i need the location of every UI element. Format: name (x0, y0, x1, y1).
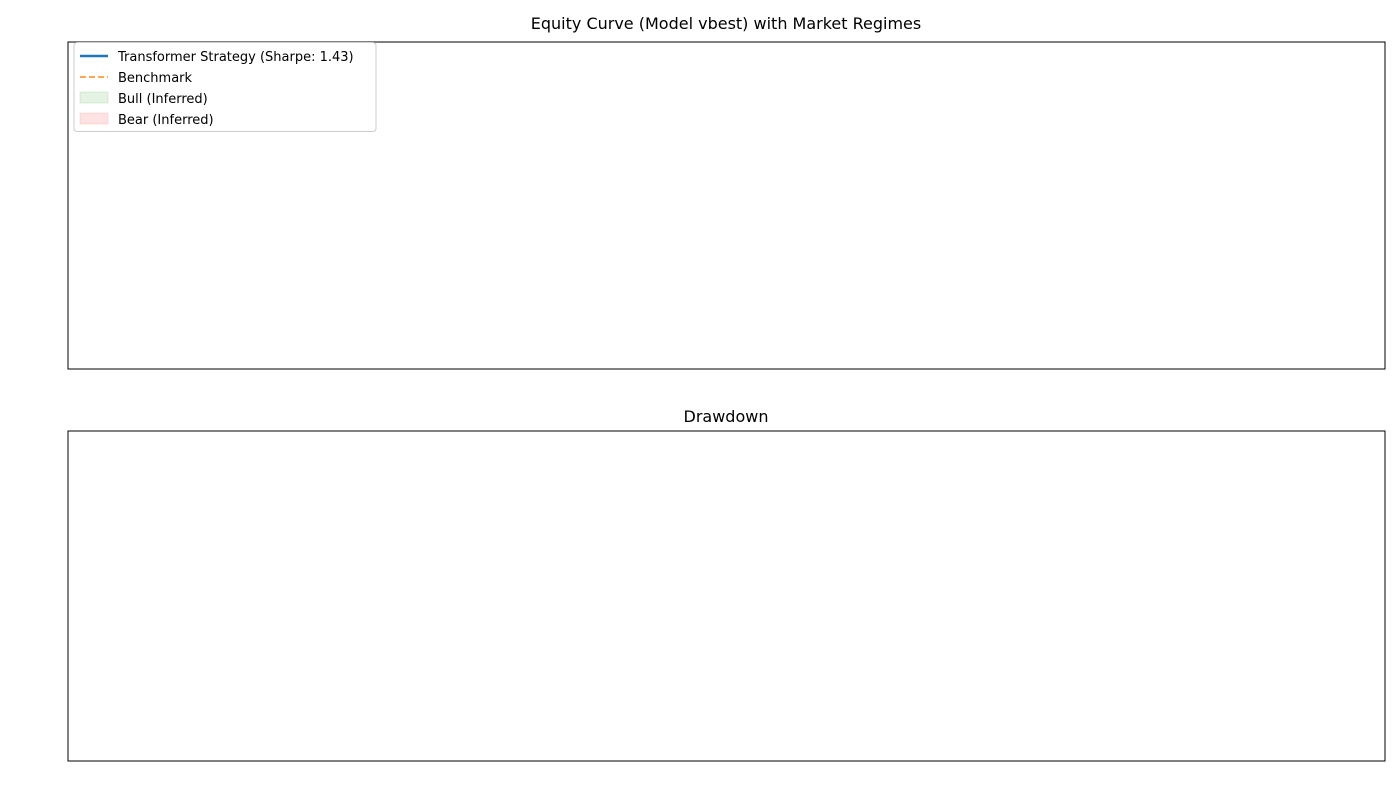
legend-bear-swatch (79, 112, 109, 125)
legend-bear-label: Bear (Inferred) (118, 113, 214, 128)
legend-strategy-label: Transformer Strategy (Sharpe: 1.43) (117, 50, 354, 65)
equity-curve-title: Equity Curve (Model vbest) with Market R… (531, 14, 921, 33)
drawdown-title: Drawdown (684, 407, 769, 426)
legend-bull-label: Bull (Inferred) (118, 92, 208, 107)
equity-curve-panel: Equity Curve (Model vbest) with Market R… (67, 14, 1386, 370)
drawdown-axes-frame (67, 430, 1386, 762)
legend: Transformer Strategy (Sharpe: 1.43) Benc… (73, 42, 377, 132)
equity-axes-frame (67, 41, 1386, 370)
legend-box (73, 42, 377, 132)
legend-bull-swatch (79, 91, 109, 104)
legend-benchmark-label: Benchmark (118, 71, 193, 86)
drawdown-panel: Drawdown (67, 407, 1386, 762)
